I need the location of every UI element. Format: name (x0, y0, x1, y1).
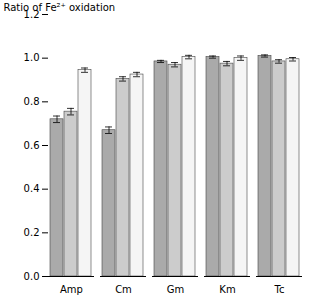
svg-text:0.8: 0.8 (24, 96, 40, 107)
svg-text:Ratio of Fe²⁺ oxidation: Ratio of Fe²⁺ oxidation (4, 2, 116, 13)
svg-text:0.6: 0.6 (24, 140, 40, 151)
svg-text:0.2: 0.2 (24, 227, 40, 238)
svg-text:0.4: 0.4 (24, 183, 40, 194)
svg-text:Cm: Cm (115, 284, 132, 295)
svg-text:Gm: Gm (167, 284, 185, 295)
svg-text:1.2: 1.2 (23, 8, 40, 20)
svg-text:Tc: Tc (274, 284, 285, 295)
svg-text:1.0: 1.0 (24, 52, 40, 63)
svg-text:0.0: 0.0 (24, 271, 40, 282)
svg-text:Km: Km (219, 284, 235, 295)
svg-text:Amp: Amp (60, 284, 83, 295)
